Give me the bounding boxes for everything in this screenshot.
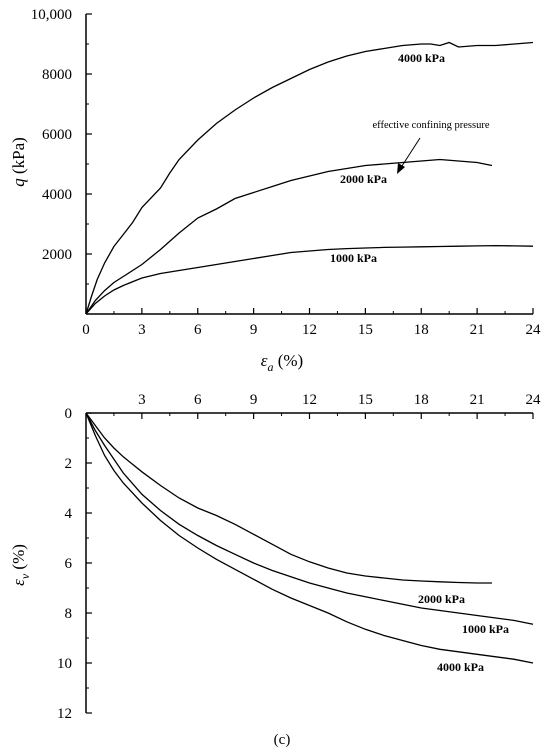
bottom-series-line-4000-kpa — [85, 412, 534, 664]
series-label-2000-top: 2000 kPa — [340, 172, 387, 186]
top-x-tick-label: 3 — [138, 322, 146, 338]
top-x-axis-title-unit: (%) — [273, 351, 303, 370]
top-y-axis-title-symbol: q — [9, 178, 28, 187]
top-x-tick-label: 9 — [250, 322, 258, 338]
bottom-y-tick-label: 6 — [65, 556, 73, 572]
bottom-y-tick-label: 8 — [65, 606, 73, 622]
top-x-axis-title: εa (%) — [261, 351, 303, 374]
series-label-1000-top: 1000 kPa — [330, 251, 377, 265]
top-x-tick-label: 24 — [526, 322, 542, 338]
bottom-series-line-2000-kpa — [85, 412, 492, 584]
bottom-y-tick-label: 0 — [65, 406, 73, 422]
bottom-y-tick-label: 4 — [65, 506, 73, 522]
top-series-line-4000-kpa — [85, 41, 534, 315]
top-x-tick-label: 21 — [470, 322, 485, 338]
bottom-x-tick-label: 21 — [470, 392, 485, 408]
series-label-4000-top: 4000 kPa — [398, 51, 445, 65]
top-series-line-1000-kpa — [85, 244, 534, 315]
top-series-line-2000-kpa — [85, 158, 493, 315]
top-x-tick-label: 15 — [358, 322, 373, 338]
top-x-tick-label: 6 — [194, 322, 202, 338]
bottom-x-tick-label: 24 — [526, 392, 542, 408]
annotation-arrowhead — [397, 163, 405, 174]
top-x-tick-label: 0 — [82, 322, 90, 338]
top-y-tick-label: 8000 — [42, 67, 72, 83]
bottom-y-axis-title-unit: (%) — [9, 544, 28, 574]
bottom-y-tick-label: 2 — [65, 456, 73, 472]
top-x-tick-label: 12 — [302, 322, 317, 338]
panel-label: (c) — [274, 732, 291, 748]
top-panel: 0 3 6 9 12 15 18 21 24 2000 4000 6000 8000 10,000 εa … — [9, 7, 541, 374]
top-y-tick-label: 10,000 — [31, 7, 72, 23]
bottom-y-axis-title: εv (%) — [9, 544, 32, 586]
bottom-x-tick-label: 12 — [302, 392, 317, 408]
bottom-y-axis-title-subscript: v — [18, 573, 32, 579]
top-y-axis-title-unit: (kPa) — [9, 137, 28, 178]
top-y-axis-title: q (kPa) — [9, 137, 28, 187]
bottom-series-line-1000-kpa — [85, 412, 534, 625]
bottom-x-tick-label: 3 — [138, 392, 146, 408]
bottom-y-tick-label: 10 — [57, 656, 72, 672]
bottom-x-tick-label: 18 — [414, 392, 429, 408]
top-y-tick-label: 4000 — [42, 187, 72, 203]
top-x-axis-title-symbol: ε — [261, 351, 268, 370]
top-x-axis-title-subscript: a — [267, 360, 273, 374]
bottom-x-tick-label: 15 — [358, 392, 373, 408]
series-label-1000-bottom: 1000 kPa — [462, 622, 509, 636]
series-label-2000-bottom: 2000 kPa — [418, 592, 465, 606]
bottom-x-tick-label: 9 — [250, 392, 258, 408]
top-x-tick-label: 18 — [414, 322, 429, 338]
bottom-x-tick-label: 6 — [194, 392, 202, 408]
top-y-tick-label: 2000 — [42, 247, 72, 263]
series-label-4000-bottom: 4000 kPa — [437, 660, 484, 674]
bottom-y-axis-title-symbol: ε — [9, 579, 28, 586]
top-y-tick-label: 6000 — [42, 127, 72, 143]
bottom-y-tick-label: 12 — [57, 706, 72, 722]
confining-pressure-annotation: effective confining pressure — [372, 120, 489, 131]
annotation-arrow-line — [399, 137, 421, 170]
